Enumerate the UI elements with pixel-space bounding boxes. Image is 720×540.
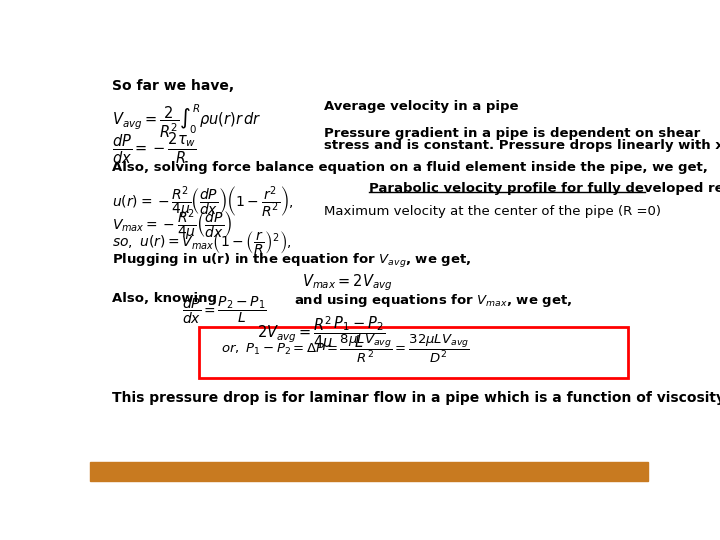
Text: Maximum velocity at the center of the pipe (R =0): Maximum velocity at the center of the pi… <box>324 205 662 218</box>
Text: This pressure drop is for laminar flow in a pipe which is a function of viscosit: This pressure drop is for laminar flow i… <box>112 391 720 405</box>
Text: $2V_{avg} = \dfrac{R^2}{4\mu}\dfrac{P_1-P_2}{L}$: $2V_{avg} = \dfrac{R^2}{4\mu}\dfrac{P_1-… <box>258 315 386 353</box>
Text: and using equations for $V_{max}$, we get,: and using equations for $V_{max}$, we ge… <box>294 292 572 309</box>
Text: So far we have,: So far we have, <box>112 79 235 93</box>
Text: stress and is constant. Pressure drops linearly with x: stress and is constant. Pressure drops l… <box>324 139 720 152</box>
Text: Also, solving force balance equation on a fluid element inside the pipe, we get,: Also, solving force balance equation on … <box>112 161 708 174</box>
FancyBboxPatch shape <box>199 327 629 378</box>
Text: $\dfrac{dP}{dx} = -\dfrac{2\tau_w}{R}$: $\dfrac{dP}{dx} = -\dfrac{2\tau_w}{R}$ <box>112 131 197 166</box>
Text: $or,\ P_1 - P_2 = \Delta P = \dfrac{8\mu L V_{avg}}{R^2} = \dfrac{32\mu L V_{avg: $or,\ P_1 - P_2 = \Delta P = \dfrac{8\mu… <box>221 333 470 365</box>
Text: $V_{max} = 2V_{avg}$: $V_{max} = 2V_{avg}$ <box>302 273 392 293</box>
Text: $V_{avg} = \dfrac{2}{R^2}\int_0^{R} \rho u(r)r\,dr$: $V_{avg} = \dfrac{2}{R^2}\int_0^{R} \rho… <box>112 102 262 139</box>
Text: $\dfrac{dP}{dx} = \dfrac{P_2-P_1}{L}$: $\dfrac{dP}{dx} = \dfrac{P_2-P_1}{L}$ <box>182 294 267 326</box>
Text: Plugging in u(r) in the equation for $V_{avg}$, we get,: Plugging in u(r) in the equation for $V_… <box>112 252 472 270</box>
Text: $V_{max} = -\dfrac{R^2}{4\mu}\left(\dfrac{dP}{dx}\right)$: $V_{max} = -\dfrac{R^2}{4\mu}\left(\dfra… <box>112 207 233 243</box>
Text: $u(r) = -\dfrac{R^2}{4\mu}\left(\dfrac{dP}{dx}\right)\left(1 - \dfrac{r^2}{R^2}\: $u(r) = -\dfrac{R^2}{4\mu}\left(\dfrac{d… <box>112 185 294 220</box>
Bar <box>90 462 648 481</box>
Text: Pressure gradient in a pipe is dependent on shear: Pressure gradient in a pipe is dependent… <box>324 127 701 140</box>
Text: Average velocity in a pipe: Average velocity in a pipe <box>324 100 519 113</box>
Text: $so,\ u(r) = V_{max}\left(1 - \left(\dfrac{r}{R}\right)^2\right),$: $so,\ u(r) = V_{max}\left(1 - \left(\dfr… <box>112 230 292 257</box>
Text: Also, knowing: Also, knowing <box>112 292 217 305</box>
Text: Parabolic velocity profile for fully developed region: Parabolic velocity profile for fully dev… <box>369 182 720 195</box>
